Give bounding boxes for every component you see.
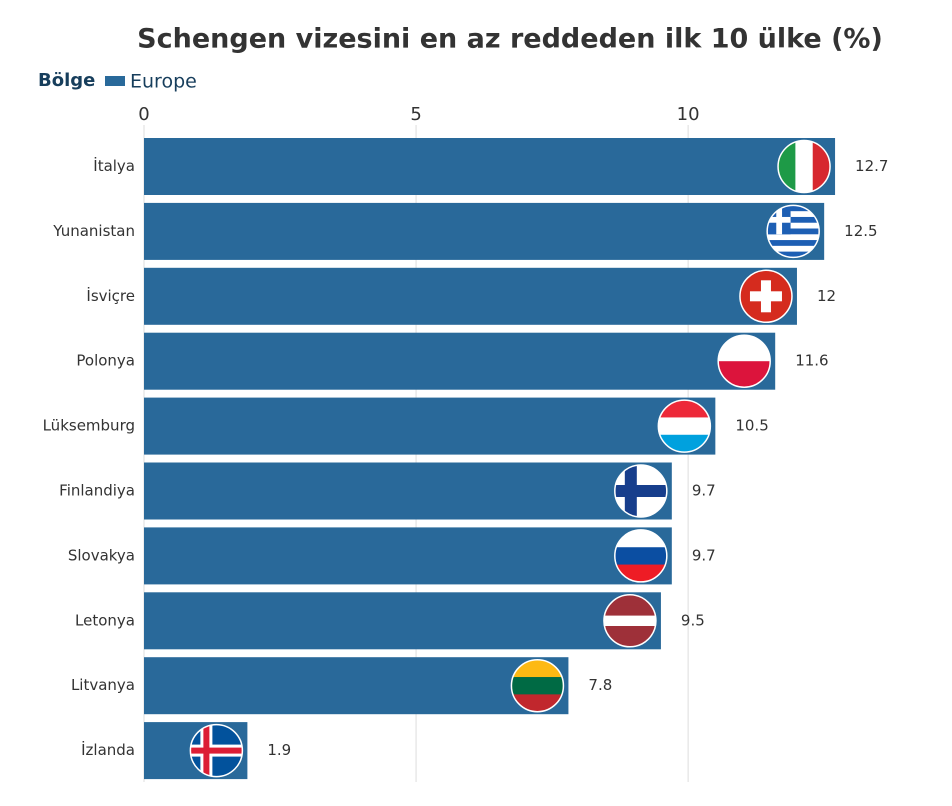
value-label: 7.8 xyxy=(588,676,612,694)
x-tick-label: 5 xyxy=(410,104,421,125)
flag-part xyxy=(603,626,656,637)
flag-border xyxy=(766,204,820,259)
flag-border xyxy=(510,658,565,713)
x-tick-label: 10 xyxy=(677,104,700,125)
flag-part xyxy=(767,251,820,258)
flag-part xyxy=(767,240,820,247)
legend-swatch xyxy=(105,76,125,86)
y-tick-label: İsviçre xyxy=(86,286,135,305)
flag-border xyxy=(657,399,712,453)
flag-part xyxy=(658,434,711,453)
value-label: 9.7 xyxy=(692,482,716,500)
value-label: 12 xyxy=(817,287,836,305)
flag-part xyxy=(511,694,564,712)
y-tick-label: İtalya xyxy=(93,156,135,175)
flag xyxy=(658,400,711,453)
flag-part xyxy=(614,529,667,548)
flag-part xyxy=(658,417,711,436)
flag xyxy=(739,270,792,323)
flag-border xyxy=(777,139,831,194)
bar xyxy=(144,657,569,715)
y-tick-label: Polonya xyxy=(76,352,135,370)
flag-part xyxy=(511,659,564,678)
flag-border xyxy=(717,334,771,388)
y-tick-label: Slovakya xyxy=(68,546,135,564)
flag-part xyxy=(767,222,820,230)
flag-part xyxy=(603,615,656,627)
bar xyxy=(144,462,672,520)
value-label: 1.9 xyxy=(267,741,291,759)
legend-title: Bölge xyxy=(38,70,95,91)
chart-title: Schengen vizesini en az reddeden ilk 10 … xyxy=(137,24,883,55)
flag xyxy=(778,140,831,193)
bar xyxy=(144,267,797,325)
y-tick-label: Lüksemburg xyxy=(43,417,135,435)
flag-part xyxy=(767,211,820,218)
flag-part xyxy=(767,216,820,224)
y-tick-label: İzlanda xyxy=(81,740,135,759)
y-tick-label: Letonya xyxy=(75,611,135,629)
flag-part xyxy=(767,234,820,241)
flag xyxy=(511,659,564,712)
flag-part xyxy=(603,594,656,606)
flag-part xyxy=(749,291,782,302)
value-label: 12.5 xyxy=(844,222,877,240)
flag-part xyxy=(614,564,667,582)
flag xyxy=(190,724,243,777)
flag-part xyxy=(778,140,796,193)
flag-part xyxy=(767,228,820,235)
value-label: 10.5 xyxy=(735,417,768,435)
flag xyxy=(614,529,667,582)
flag-part xyxy=(658,400,711,418)
bar xyxy=(144,202,825,260)
flag-border xyxy=(614,529,668,583)
flag-part xyxy=(767,245,820,253)
flag-part xyxy=(603,605,656,617)
flag xyxy=(614,465,667,517)
flag-part xyxy=(614,485,667,497)
value-label: 11.6 xyxy=(795,352,828,370)
flag-border xyxy=(614,464,668,518)
value-label: 9.7 xyxy=(692,546,716,564)
flag-part xyxy=(767,205,820,212)
y-tick-label: Yunanistan xyxy=(52,222,135,240)
bar xyxy=(144,397,716,455)
flag-part xyxy=(795,140,814,193)
value-label: 12.7 xyxy=(855,157,888,175)
y-tick-label: Litvanya xyxy=(71,676,135,694)
bar xyxy=(144,138,836,195)
flag-part xyxy=(614,547,667,566)
flag-part xyxy=(511,677,564,695)
flag-part xyxy=(812,140,831,193)
value-label: 9.5 xyxy=(681,611,705,629)
bar xyxy=(144,527,672,585)
legend-label: Europe xyxy=(130,71,197,93)
flag-part xyxy=(603,636,656,647)
flag-part xyxy=(776,205,783,235)
flag-border xyxy=(603,594,657,648)
flag-border xyxy=(189,723,244,778)
flag-border xyxy=(739,269,793,324)
y-tick-label: Finlandiya xyxy=(59,482,135,500)
flag xyxy=(603,594,656,647)
bar xyxy=(144,592,661,650)
bar xyxy=(144,332,776,390)
x-tick-label: 0 xyxy=(138,104,149,125)
flag-part xyxy=(190,747,243,754)
